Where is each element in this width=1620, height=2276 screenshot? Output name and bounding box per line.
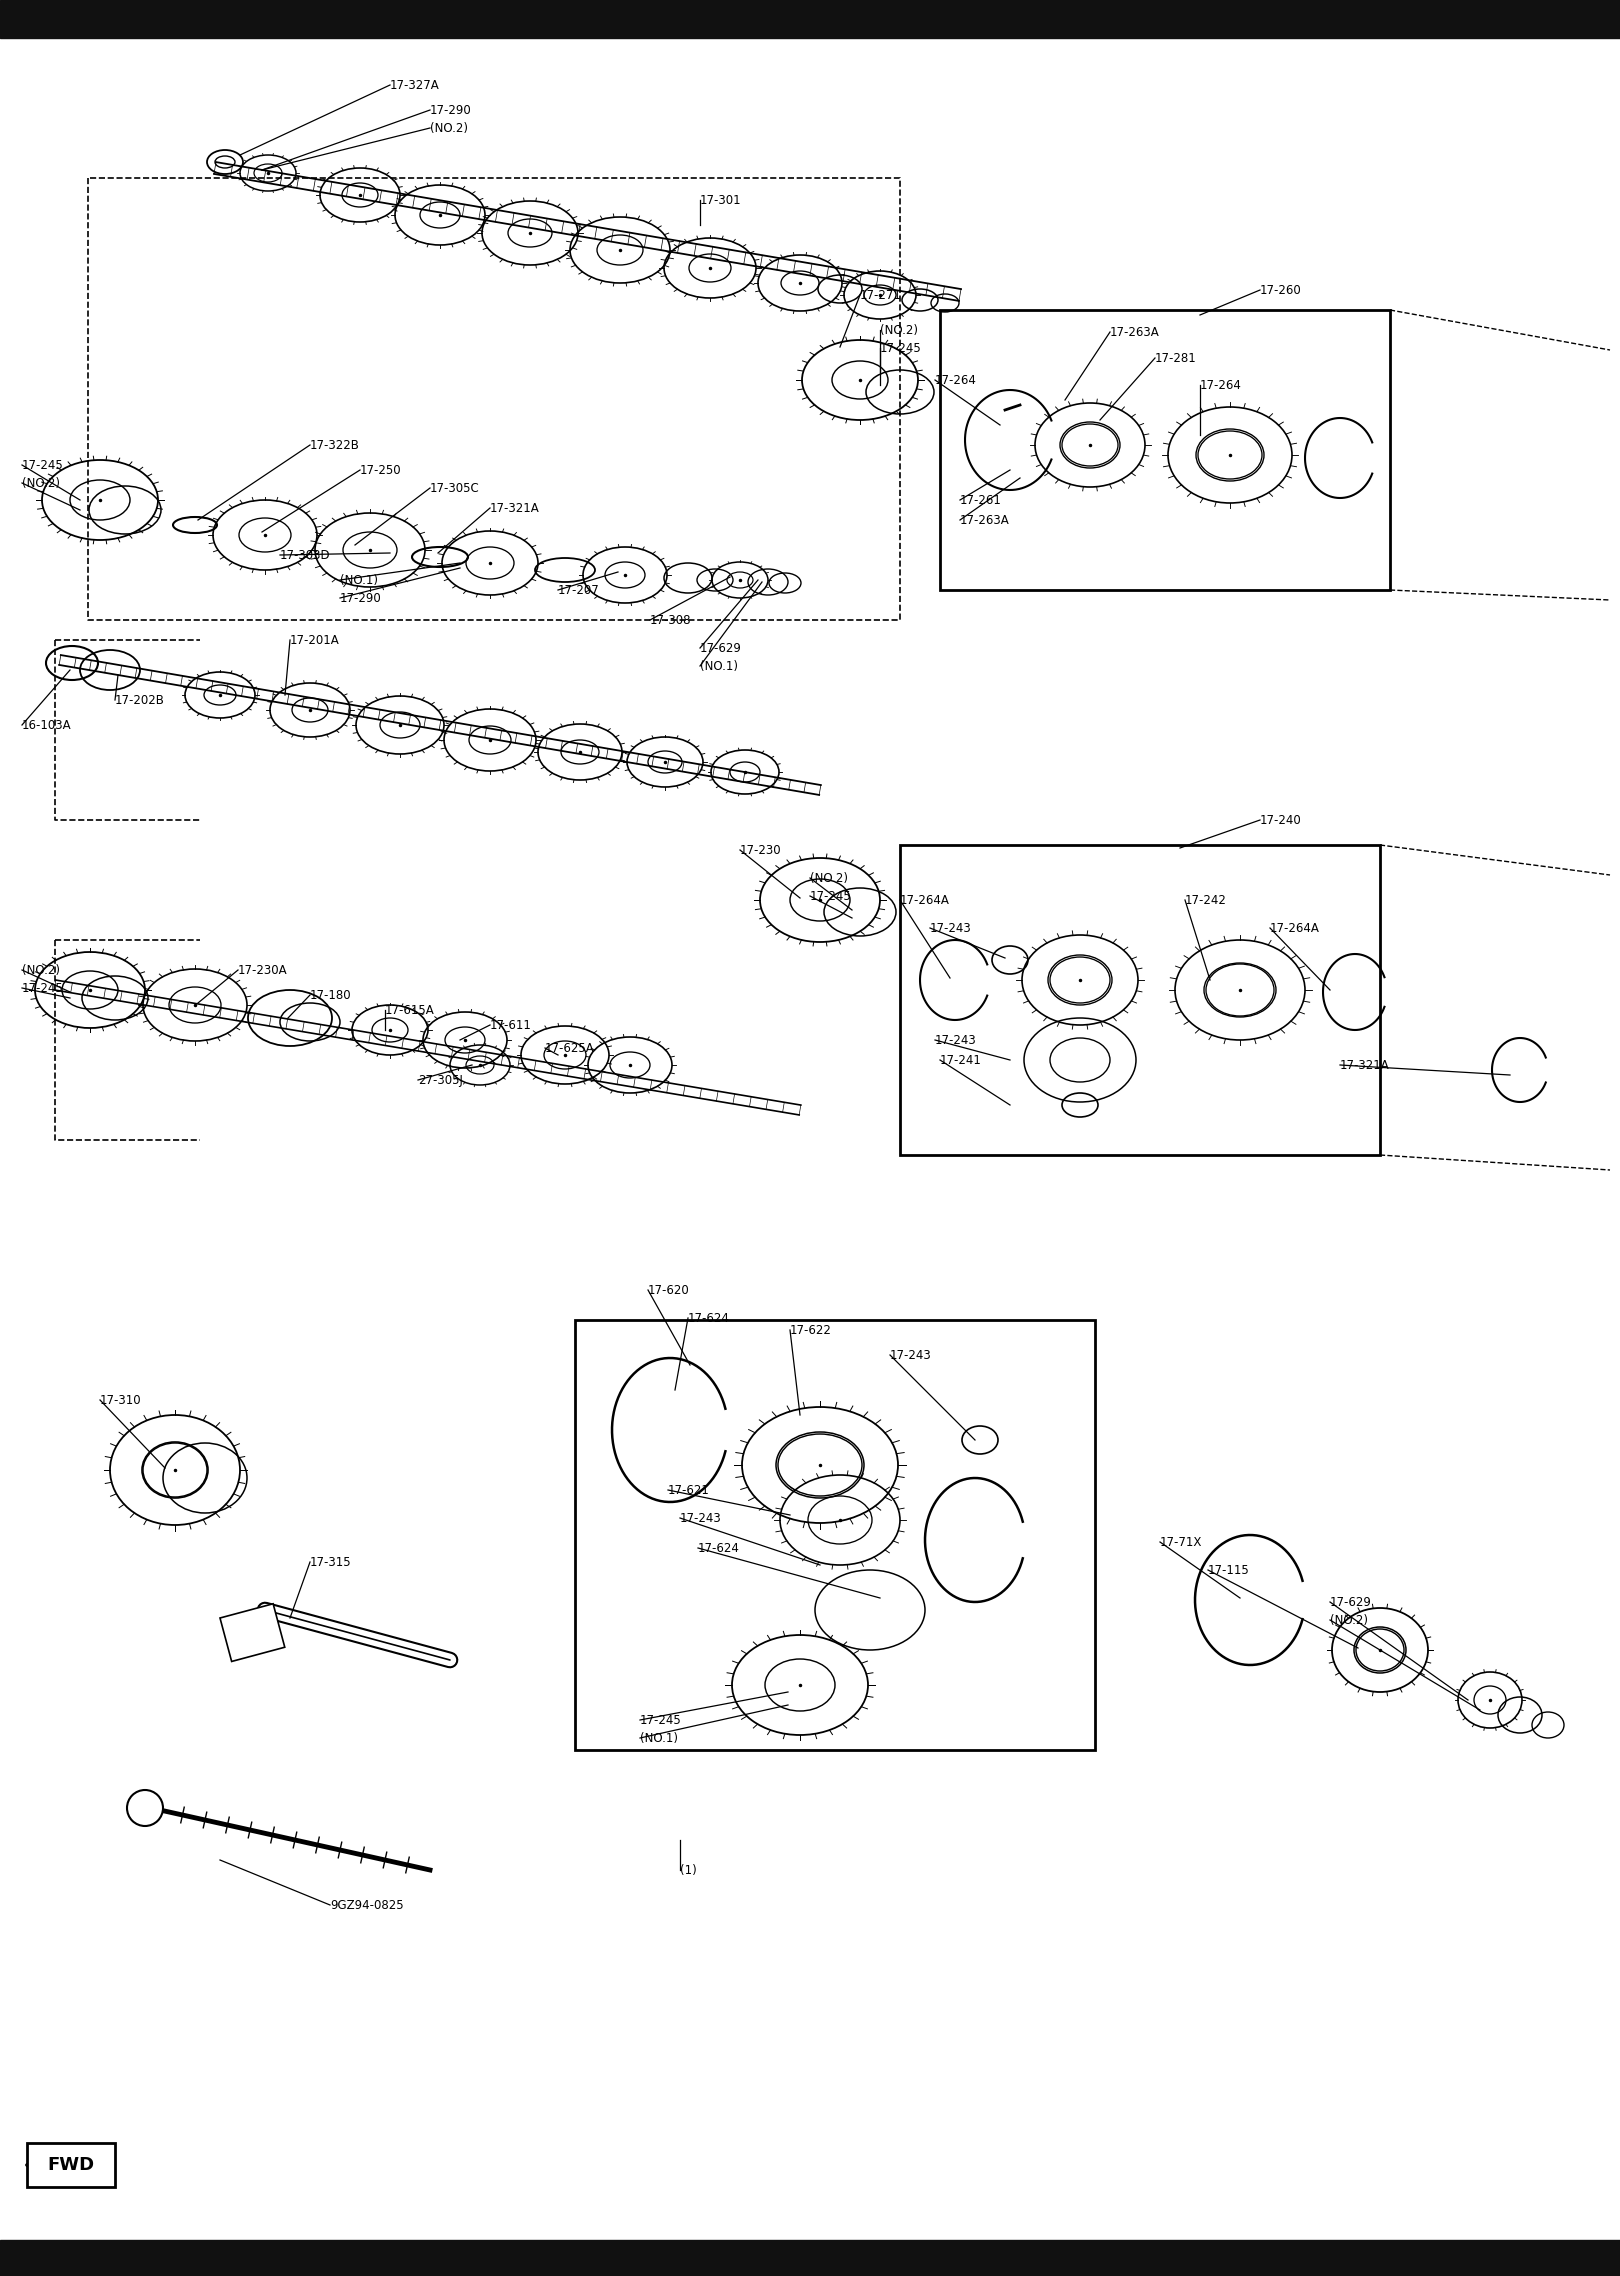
Text: 17-241: 17-241 [940,1054,982,1067]
Text: 17-321A: 17-321A [1340,1058,1390,1072]
Bar [575,1320,1095,1750]
Text: 17-243: 17-243 [935,1033,977,1047]
Text: 16-103A: 16-103A [23,719,71,731]
Text: 17-264A: 17-264A [1270,922,1320,935]
Text: 17-245: 17-245 [810,890,852,904]
Text: 17-243: 17-243 [680,1511,723,1525]
Text: (NO.2): (NO.2) [23,963,60,976]
Text: 17-261: 17-261 [961,494,1001,508]
Text: 17-263A: 17-263A [961,514,1009,526]
Text: 17-230: 17-230 [740,844,781,856]
Text: 17-245: 17-245 [880,341,922,355]
Text: 17-207: 17-207 [557,583,599,596]
Text: 17-310: 17-310 [100,1393,141,1407]
Text: 17-322B: 17-322B [309,439,360,451]
Text: 17-621: 17-621 [667,1484,710,1498]
Bar [0,0,1620,39]
Text: (NO.1): (NO.1) [700,660,739,671]
Text: 17-315: 17-315 [309,1555,352,1568]
Text: 17-263A: 17-263A [1110,325,1160,339]
Bar [28,2144,115,2187]
Text: 17-264: 17-264 [1200,378,1243,391]
Text: 17-303D: 17-303D [280,549,330,562]
Text: (NO.2): (NO.2) [23,476,60,489]
Bar [940,310,1390,589]
Text: FWD: FWD [47,2155,94,2174]
Text: 17-624: 17-624 [698,1541,740,1555]
Text: 17-281: 17-281 [1155,351,1197,364]
Text: 17-611: 17-611 [489,1017,531,1031]
Text: 17-243: 17-243 [930,922,972,935]
Text: 17-71X: 17-71X [1160,1536,1202,1548]
Text: 17-271: 17-271 [860,289,902,300]
Text: (NO.1): (NO.1) [340,574,377,587]
Text: 17-615A: 17-615A [386,1004,434,1017]
Text: 17-260: 17-260 [1260,284,1302,296]
Text: 17-230A: 17-230A [238,963,288,976]
Text: 17-622: 17-622 [791,1325,833,1336]
Text: (1): (1) [680,1864,697,1875]
Text: (NO.2): (NO.2) [810,872,847,885]
Text: 17-264: 17-264 [935,373,977,387]
Text: 17-264A: 17-264A [901,894,949,906]
Text: 17-245: 17-245 [640,1714,682,1727]
Text: 17-180: 17-180 [309,988,352,1001]
Text: 17-321A: 17-321A [489,501,539,514]
Text: 9GZ94-0825: 9GZ94-0825 [330,1898,403,1912]
Text: (NO.2): (NO.2) [429,121,468,134]
Text: 17-301: 17-301 [700,193,742,207]
Text: 27-305J: 27-305J [418,1074,463,1086]
Text: 17-250: 17-250 [360,464,402,476]
Text: 17-629: 17-629 [1330,1595,1372,1609]
Text: 17-625A: 17-625A [544,1042,595,1054]
Text: 17-202B: 17-202B [115,694,165,706]
Text: 17-242: 17-242 [1184,894,1226,906]
Text: 17-245: 17-245 [23,981,63,995]
Text: 17-290: 17-290 [429,102,471,116]
Text: 17-115: 17-115 [1209,1564,1249,1577]
Circle shape [126,1789,164,1825]
Bar [220,1605,285,1661]
Text: 17-240: 17-240 [1260,813,1302,826]
Text: 17-620: 17-620 [648,1284,690,1297]
Text: (NO.2): (NO.2) [880,323,919,337]
Text: 17-308: 17-308 [650,615,692,626]
Text: 17-624: 17-624 [688,1311,731,1325]
Text: (NO.1): (NO.1) [640,1732,679,1743]
Text: (NO.2): (NO.2) [1330,1614,1367,1627]
Text: 17-243: 17-243 [889,1347,932,1361]
Bar [901,844,1380,1154]
Bar [0,2240,1620,2276]
Text: 17-327A: 17-327A [390,77,439,91]
Text: 17-201A: 17-201A [290,633,340,646]
Text: 17-245: 17-245 [23,457,63,471]
Text: 17-629: 17-629 [700,642,742,655]
Text: 17-290: 17-290 [340,592,382,605]
Text: 17-305C: 17-305C [429,483,480,494]
